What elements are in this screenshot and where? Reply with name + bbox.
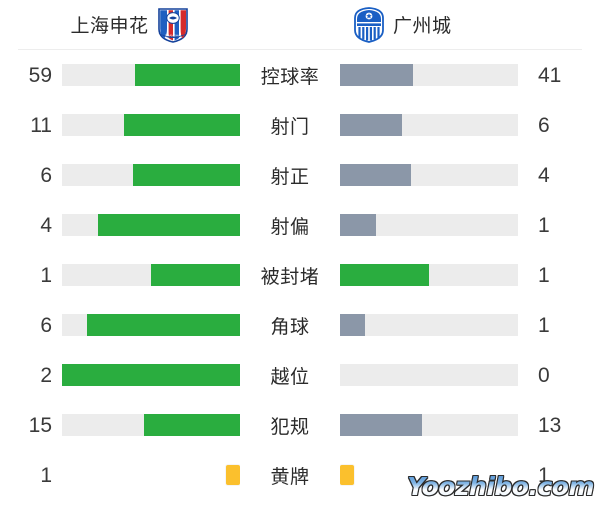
away-stat-bar xyxy=(340,464,518,486)
away-stat-value: 1 xyxy=(538,213,550,237)
home-stat-bar-fill xyxy=(97,214,240,236)
stat-row: 1 黄牌 1 xyxy=(0,450,600,500)
away-stat-value: 1 xyxy=(538,263,550,287)
away-stat-value: 4 xyxy=(538,163,550,187)
away-stat-bar-fill xyxy=(340,414,422,436)
site-watermark: Yoozhibo.com xyxy=(407,472,594,501)
yellow-card-icon xyxy=(226,465,240,485)
away-stat-bar xyxy=(340,164,518,186)
stat-label: 越位 xyxy=(270,366,310,388)
stat-label: 射门 xyxy=(270,116,310,138)
home-stat-value: 1 xyxy=(40,263,52,287)
home-stat-bar-fill xyxy=(133,164,240,186)
stat-label: 被封堵 xyxy=(260,266,320,288)
home-stat-bar xyxy=(62,464,240,486)
away-stat-bar xyxy=(340,64,518,86)
stat-label: 控球率 xyxy=(260,66,320,88)
home-stat-bar-fill xyxy=(124,114,240,136)
home-stat-bar xyxy=(62,414,240,436)
away-stat-bar xyxy=(340,314,518,336)
home-stat-bar-fill xyxy=(62,364,240,386)
home-stat-bar-fill xyxy=(86,314,240,336)
away-stat-value: 6 xyxy=(538,113,550,137)
away-team: 广州城 xyxy=(340,6,600,44)
away-stat-bar xyxy=(340,264,518,286)
away-team-name: 广州城 xyxy=(393,16,452,37)
away-stat-value: 0 xyxy=(538,363,550,387)
stat-label: 黄牌 xyxy=(270,466,310,488)
stat-label: 角球 xyxy=(270,316,310,338)
shanghai-shenhua-crest-icon: SHANGHAI xyxy=(157,7,188,43)
header-divider xyxy=(18,49,582,50)
stat-row: 6 角球 1 xyxy=(0,300,600,350)
home-stat-value: 6 xyxy=(40,163,52,187)
away-stat-bar-fill xyxy=(340,314,365,336)
stat-row: 59 控球率 41 xyxy=(0,50,600,100)
stats-rows: 59 控球率 41 11 射门 6 6 射正 4 4 射偏 1 1 被封堵 1 6 角球 1 2 越位 0 15 犯规 13 1… xyxy=(0,50,600,500)
home-team: 上海申花 SHANGHAI xyxy=(0,6,260,44)
stat-label: 犯规 xyxy=(270,416,310,438)
yellow-card-icon xyxy=(340,465,354,485)
away-stat-bar xyxy=(340,114,518,136)
home-stat-value: 4 xyxy=(40,213,52,237)
home-stat-value: 1 xyxy=(40,463,52,487)
home-stat-bar xyxy=(62,64,240,86)
home-stat-value: 2 xyxy=(40,363,52,387)
stat-row: 2 越位 0 xyxy=(0,350,600,400)
away-stat-bar-fill xyxy=(340,114,403,136)
away-stat-value: 1 xyxy=(528,465,590,486)
stat-row: 1 被封堵 1 xyxy=(0,250,600,300)
home-stat-value: 15 xyxy=(28,413,52,437)
away-stat-bar xyxy=(340,414,518,436)
stat-label: 射正 xyxy=(270,166,310,188)
away-stat-value: 13 xyxy=(538,413,562,437)
home-stat-bar-fill xyxy=(143,414,240,436)
home-stat-bar-fill xyxy=(134,64,240,86)
guangzhou-city-crest-icon xyxy=(354,6,384,43)
home-stat-bar xyxy=(62,164,240,186)
home-stat-bar xyxy=(62,114,240,136)
away-stat-bar xyxy=(340,214,518,236)
home-stat-bar xyxy=(62,264,240,286)
home-stat-bar xyxy=(62,314,240,336)
home-stat-value: 6 xyxy=(40,313,52,337)
home-stat-bar-fill xyxy=(151,264,240,286)
stat-row: 4 射偏 1 xyxy=(0,200,600,250)
home-stat-bar xyxy=(62,364,240,386)
stat-label: 射偏 xyxy=(270,216,310,238)
away-stat-value: 1 xyxy=(538,313,550,337)
stat-row: 6 射正 4 xyxy=(0,150,600,200)
away-stat-bar-fill xyxy=(340,164,412,186)
home-stat-value: 11 xyxy=(30,113,52,137)
home-team-name: 上海申花 xyxy=(70,16,149,37)
stat-row: 11 射门 6 xyxy=(0,100,600,150)
svg-text:SHANGHAI: SHANGHAI xyxy=(164,33,180,37)
away-stat-bar-fill xyxy=(340,64,413,86)
home-stat-bar xyxy=(62,214,240,236)
away-stat-bar-fill xyxy=(340,214,376,236)
stat-row: 15 犯规 13 xyxy=(0,400,600,450)
teams-header: 上海申花 SHANGHAI xyxy=(0,0,600,49)
away-stat-value: 41 xyxy=(538,63,562,87)
home-stat-value: 59 xyxy=(28,63,52,87)
away-stat-bar-fill xyxy=(340,264,429,286)
away-stat-bar xyxy=(340,364,518,386)
